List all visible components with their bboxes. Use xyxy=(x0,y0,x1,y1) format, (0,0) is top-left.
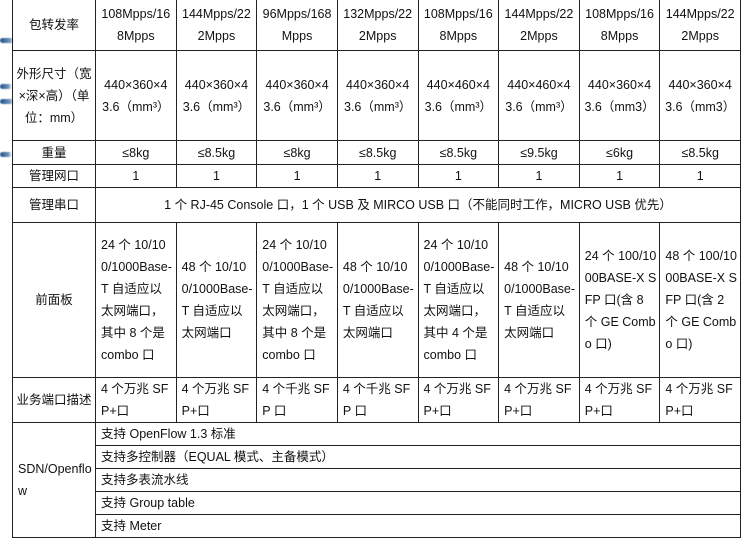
cell-front_panel: 48 个 100/1000BASE-X SFP 口(含 2 个 GE Combo… xyxy=(659,222,741,378)
cell-forwarding: 144Mpps/222Mpps xyxy=(175,0,258,51)
row-weight: 重量 ≤8kg ≤8.5kg ≤8kg ≤8.5kg ≤8.5kg ≤9.5kg ≤6kg ≤8… xyxy=(12,140,741,165)
cell-service_ports: 4 个万兆 SFP+口 xyxy=(498,377,580,423)
cell-front_panel: 48 个 10/100/1000Base-T 自适应以太网端口 xyxy=(175,222,258,378)
cell-dimensions: 440×360×43.6（mm3） xyxy=(578,50,661,141)
row-label: 重量 xyxy=(12,140,96,165)
cell-mgmt_port: 1 xyxy=(256,164,338,188)
sdn-feature: 支持多表流水线 xyxy=(95,468,741,492)
cell-weight: ≤8.5kg xyxy=(417,140,500,165)
cell-service_ports: 4 个万兆 SFP+口 xyxy=(659,377,741,423)
row-front_panel: 前面板 24 个 10/100/1000Base-T 自适应以太网端口，其中 8 … xyxy=(12,222,741,378)
cell-weight: ≤8kg xyxy=(95,140,177,165)
row-label: 管理网口 xyxy=(12,164,96,188)
cell-mgmt_port: 1 xyxy=(175,164,258,188)
decorative-stripe xyxy=(0,38,14,43)
cell-mgmt_port: 1 xyxy=(336,164,419,188)
row-label: 包转发率 xyxy=(12,0,96,51)
cell-forwarding: 108Mpps/168Mpps xyxy=(578,0,661,51)
row-mgmt_serial: 管理串口 1 个 RJ-45 Console 口，1 个 USB 及 MIRCO … xyxy=(12,187,741,223)
cell-service_ports: 4 个万兆 SFP+口 xyxy=(95,377,177,423)
cell-front_panel: 48 个 10/100/1000Base-T 自适应以太网端口 xyxy=(498,222,580,378)
sdn-feature: 支持 Group table xyxy=(95,491,741,515)
cell-forwarding: 108Mpps/168Mpps xyxy=(95,0,177,51)
sdn-feature: 支持多控制器（EQUAL 模式、主备模式） xyxy=(95,445,741,469)
cell-mgmt_port: 1 xyxy=(578,164,661,188)
cell-dimensions: 440×460×43.6（mm³） xyxy=(417,50,500,141)
row-label: SDN/Openflow xyxy=(12,422,96,538)
cell-front_panel: 24 个 10/100/1000Base-T 自适应以太网端口，其中 8 个是 … xyxy=(95,222,177,378)
cell-weight: ≤8.5kg xyxy=(336,140,419,165)
cell-dimensions: 440×360×43.6（mm³） xyxy=(256,50,338,141)
cell-dimensions: 440×360×43.6（mm³） xyxy=(95,50,177,141)
row-mgmt_port: 管理网口 1 1 1 1 1 1 1 1 xyxy=(12,164,741,188)
cell-weight: ≤8.5kg xyxy=(659,140,741,165)
cell-dimensions: 440×360×43.6（mm³） xyxy=(336,50,419,141)
cell-mgmt_port: 1 xyxy=(95,164,177,188)
cell-front_panel: 24 个 10/100/1000Base-T 自适应以太网端口，其中 8 个是 … xyxy=(256,222,338,378)
decorative-stripe xyxy=(0,99,14,104)
cell-mgmt_serial: 1 个 RJ-45 Console 口，1 个 USB 及 MIRCO USB … xyxy=(95,187,741,223)
sdn-feature: 支持 Meter xyxy=(95,514,741,538)
cell-service_ports: 4 个千兆 SFP 口 xyxy=(336,377,419,423)
cell-service_ports: 4 个万兆 SFP+口 xyxy=(578,377,661,423)
cell-front_panel: 24 个 100/1000BASE-X SFP 口(含 8 个 GE Combo… xyxy=(578,222,661,378)
decorative-stripe xyxy=(0,84,12,89)
cell-service_ports: 4 个万兆 SFP+口 xyxy=(175,377,258,423)
cell-mgmt_port: 1 xyxy=(659,164,741,188)
cell-weight: ≤8kg xyxy=(256,140,338,165)
cell-dimensions: 440×460×43.6（mm³） xyxy=(498,50,580,141)
cell-service_ports: 4 个千兆 SFP 口 xyxy=(256,377,338,423)
row-forwarding: 包转发率 108Mpps/168Mpps 144Mpps/222Mpps 96Mpps… xyxy=(12,0,741,51)
cell-weight: ≤6kg xyxy=(578,140,661,165)
cell-forwarding: 132Mpps/222Mpps xyxy=(336,0,419,51)
cell-mgmt_port: 1 xyxy=(498,164,580,188)
cell-dimensions: 440×360×43.6（mm³） xyxy=(175,50,258,141)
decorative-stripe xyxy=(0,152,12,157)
spec-table: 包转发率 108Mpps/168Mpps 144Mpps/222Mpps 96Mpps… xyxy=(12,0,741,538)
cell-mgmt_port: 1 xyxy=(417,164,500,188)
cell-forwarding: 108Mpps/168Mpps xyxy=(417,0,500,51)
cell-dimensions: 440×360×43.6（mm3） xyxy=(659,50,741,141)
row-label: 外形尺寸（宽×深×高）（单位：mm） xyxy=(12,50,96,141)
row-label: 前面板 xyxy=(12,222,96,378)
cell-forwarding: 144Mpps/222Mpps xyxy=(659,0,741,51)
row-label: 管理串口 xyxy=(12,187,96,223)
cell-forwarding: 144Mpps/222Mpps xyxy=(498,0,580,51)
cell-weight: ≤8.5kg xyxy=(175,140,258,165)
cell-weight: ≤9.5kg xyxy=(498,140,580,165)
sdn-feature: 支持 OpenFlow 1.3 标准 xyxy=(95,422,741,446)
row-label: 业务端口描述 xyxy=(12,377,96,423)
row-dimensions: 外形尺寸（宽×深×高）（单位：mm） 440×360×43.6（mm³） 440×3… xyxy=(12,50,741,141)
cell-service_ports: 4 个万兆 SFP+口 xyxy=(417,377,500,423)
cell-forwarding: 96Mpps/168Mpps xyxy=(256,0,338,51)
cell-front_panel: 24 个 10/100/1000Base-T 自适应以太网端口，其中 4 个是 … xyxy=(417,222,500,378)
cell-front_panel: 48 个 10/100/1000Base-T 自适应以太网端口 xyxy=(336,222,419,378)
